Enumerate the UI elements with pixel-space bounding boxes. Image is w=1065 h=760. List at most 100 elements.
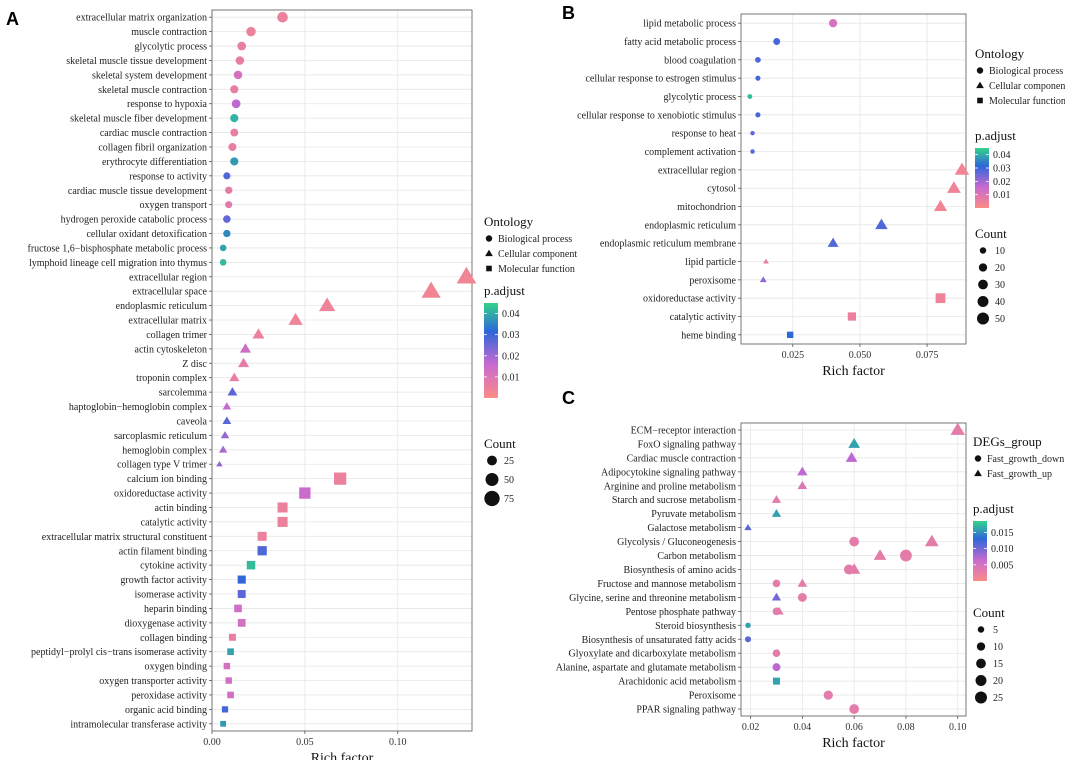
panel-c-color-legend-title: p.adjust [973, 501, 1014, 516]
panel-b-ytick-label: peroxisome [689, 275, 736, 286]
panel-b-xtick-label: 0.025 [782, 350, 805, 361]
panel-a-ytick-label: response to activity [129, 171, 207, 182]
panel-b-xtick-label: 0.075 [916, 350, 939, 361]
panel-a-ytick-label: skeletal muscle fiber development [70, 114, 207, 125]
panel-a-ytick-label: extracellular matrix organization [76, 13, 207, 24]
panel-a-ytick-label: cellular oxidant detoxification [86, 229, 207, 240]
panel-a-point [421, 281, 441, 298]
panel-c-size-legend-label: 25 [993, 693, 1003, 704]
panel-a-point [334, 472, 347, 485]
panel-c-ytick-label: Peroxisome [689, 691, 737, 702]
panel-c-size-legend-label: 5 [993, 625, 998, 636]
panel-a-point [222, 416, 232, 424]
panel-a-ytick-label: collagen trimer [146, 330, 207, 341]
panel-c-colorbar-label: 0.010 [991, 544, 1014, 555]
panel-a-ytick-label: Z disc [182, 359, 207, 370]
panel-a-ytick-label: organic acid binding [125, 705, 207, 716]
panel-a-point [219, 244, 227, 252]
panel-b-shape-legend-key [977, 97, 983, 104]
panel-c-ytick-label: Glycine, serine and threonine metabolism [569, 593, 736, 604]
panel-c-size-legend-title: Count [973, 605, 1005, 620]
panel-c-shape-legend-label: Fast_growth_down [987, 454, 1064, 465]
panel-c-letter: C [562, 388, 575, 408]
panel-c-xtick-label: 0.08 [897, 722, 915, 733]
panel-c-shape-legend-key [974, 455, 982, 462]
panel-b-ytick-label: cellular response to estrogen stimulus [585, 74, 736, 85]
panel-c-point [924, 534, 939, 547]
panel-a-shape-legend-key [485, 235, 493, 242]
panel-c-point [900, 549, 912, 562]
panel-a-ytick-label: peroxidase activity [131, 690, 207, 701]
panel-c-ytick-label: Galactose metabolism [647, 523, 736, 534]
panel-c-point [771, 592, 782, 601]
panel-b-point [935, 293, 946, 304]
panel-a-point [230, 114, 239, 123]
panel-b-colorbar-label: 0.04 [993, 150, 1011, 161]
panel-a-point [225, 677, 232, 684]
panel-b-point [763, 258, 769, 264]
panel-a-point [277, 516, 288, 527]
panel-b-colorbar-label: 0.02 [993, 177, 1011, 188]
panel-c-xaxis-title: Rich factor [822, 736, 885, 751]
panel-a-ytick-label: glycolytic process [135, 42, 208, 53]
panel-c-point [797, 592, 807, 602]
panel-a-point [220, 720, 227, 727]
panel-a-point [223, 172, 231, 180]
panel-b-point [755, 56, 761, 63]
panel-c-point [873, 549, 887, 560]
panel-c-point [744, 636, 751, 643]
panel-a-point [230, 128, 239, 137]
panel-a-plot-area [212, 10, 472, 731]
panel-c-point [797, 480, 808, 490]
panel-a-colorbar-label: 0.02 [502, 351, 520, 362]
panel-a-size-legend-title: Count [484, 436, 516, 451]
panel-c-point [771, 495, 782, 503]
panel-c-point [797, 466, 808, 476]
panel-b-ytick-label: response to heat [672, 129, 737, 140]
panel-a-shape-legend-title: Ontology [484, 214, 534, 229]
panel-b-size-legend-label: 10 [995, 246, 1005, 257]
panel-a-point [221, 706, 229, 713]
panel-c-shape-legend-label: Fast_growth_up [987, 469, 1052, 480]
panel-b-plot-area [741, 14, 966, 344]
panel-a-ytick-label: collagen type V trimer [117, 460, 208, 471]
panel-b-ytick-label: endoplasmic reticulum membrane [600, 239, 737, 250]
panel-a-ytick-label: skeletal muscle contraction [98, 85, 207, 96]
panel-c-legend: DEGs_group Fast_growth_down Fast_growth_up… [973, 434, 1064, 704]
panel-a-point [227, 648, 234, 656]
panel-c-ytick-label: Glyoxylate and dicarboxylate metabolism [569, 649, 737, 660]
panel-a-point [229, 372, 240, 382]
panel-c-ytick-label: Biosynthesis of amino acids [624, 565, 737, 576]
panel-b-size-legend-title: Count [975, 226, 1007, 241]
panel-a-point [233, 70, 243, 80]
panel-c-point [745, 622, 751, 629]
panel-a-ytick-label: oxidoreductase activity [114, 489, 207, 500]
panel-a-point [220, 431, 230, 439]
panel-a-ytick-label: erythrocyte differentiation [102, 157, 207, 168]
panel-a-ytick-label: heparin binding [144, 604, 207, 615]
panel-b-size-legend-key [978, 279, 988, 290]
panel-c-ytick-label: Arginine and proline metabolism [604, 481, 737, 492]
panel-b-point [946, 181, 961, 193]
panel-a-point [228, 142, 237, 151]
panel-a-shape-legend-label: Cellular component [498, 249, 577, 260]
panel-b-point [933, 199, 948, 211]
panel-c-points [744, 422, 965, 714]
panel-b-size-legend-key [977, 296, 989, 307]
panel-a-ytick-label: cytokine activity [140, 561, 207, 572]
panel-a-xtick-label: 0.10 [389, 737, 407, 748]
panel-a-point [223, 662, 231, 670]
panel-a-point [252, 328, 265, 339]
panel-a-ytick-label: skeletal system development [92, 70, 207, 81]
panel-c-size-legend-key [975, 675, 987, 686]
panel-c-size-legend-label: 15 [993, 659, 1003, 670]
panel-a-ytick-label: actin cytoskeleton [135, 344, 207, 355]
panel-c-ytick-label: Alanine, aspartate and glutamate metabol… [556, 663, 736, 674]
panel-a-ytick-label: collagen fibril organization [98, 142, 207, 153]
panel-a-colorbar-label: 0.04 [502, 309, 520, 320]
panel-a-point [237, 590, 246, 598]
panel-b-colorbar-label: 0.03 [993, 164, 1011, 175]
panel-c-size-legend-label: 10 [993, 642, 1003, 653]
